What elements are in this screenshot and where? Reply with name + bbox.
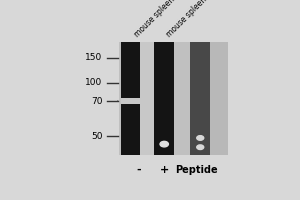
Bar	[121, 42, 140, 155]
Text: 70: 70	[91, 97, 103, 106]
Text: -: -	[136, 165, 141, 175]
Bar	[154, 42, 174, 155]
Circle shape	[197, 145, 204, 150]
Text: mouse spleen: mouse spleen	[165, 0, 209, 39]
Text: 150: 150	[85, 53, 103, 62]
Text: Peptide: Peptide	[176, 165, 218, 175]
Text: +: +	[160, 165, 169, 175]
Bar	[174, 42, 190, 155]
Circle shape	[197, 136, 204, 140]
Circle shape	[160, 141, 168, 147]
Text: 50: 50	[91, 132, 103, 141]
Bar	[190, 42, 210, 155]
Text: mouse spleen: mouse spleen	[132, 0, 176, 39]
Text: 100: 100	[85, 78, 103, 87]
Bar	[210, 42, 228, 155]
Bar	[140, 42, 154, 155]
Bar	[121, 98, 140, 104]
Bar	[119, 42, 121, 155]
